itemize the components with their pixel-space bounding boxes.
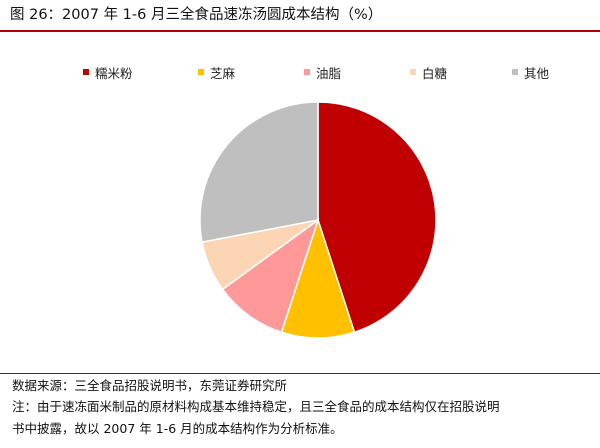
legend-swatch bbox=[512, 69, 518, 75]
legend-item-glutinous-rice-flour: 糯米粉 bbox=[83, 60, 133, 84]
legend-label: 糯米粉 bbox=[95, 65, 133, 81]
legend-item-sesame: 芝麻 bbox=[198, 60, 235, 84]
legend-label: 油脂 bbox=[316, 65, 342, 81]
legend-label: 白糖 bbox=[422, 65, 448, 81]
pie-slice-1 bbox=[280, 217, 356, 339]
legend-swatch bbox=[83, 69, 89, 75]
note-text: 注：由于速冻面米制品的原材料构成基本维持稳定，且三全食品的成本结构仅在招股说明 bbox=[12, 399, 500, 414]
legend-swatch bbox=[198, 69, 204, 75]
pie-chart bbox=[199, 101, 437, 339]
legend-swatch bbox=[304, 69, 310, 75]
note-text-continued: 书中披露，故以 2007 年 1-6 月的成本结构作为分析标准。 bbox=[12, 421, 343, 436]
source-text: 数据来源：三全食品招股说明书，东莞证券研究所 bbox=[12, 378, 288, 393]
legend-item-other: 其他 bbox=[512, 60, 549, 84]
legend-label: 其他 bbox=[524, 65, 550, 81]
legend-swatch bbox=[410, 69, 416, 75]
legend-label: 芝麻 bbox=[210, 65, 236, 81]
title-divider bbox=[0, 30, 600, 32]
pie-slice-0 bbox=[317, 101, 437, 334]
chart-legend: 糯米粉 芝麻 油脂 白糖 其他 bbox=[0, 60, 600, 84]
pie-slice-4 bbox=[199, 101, 319, 243]
legend-item-fat: 油脂 bbox=[304, 60, 341, 84]
figure-title: 图 26：2007 年 1-6 月三全食品速冻汤圆成本结构（%） bbox=[10, 7, 383, 23]
source-divider bbox=[0, 373, 600, 374]
pie-slice-2 bbox=[221, 218, 320, 334]
legend-item-sugar: 白糖 bbox=[410, 60, 447, 84]
